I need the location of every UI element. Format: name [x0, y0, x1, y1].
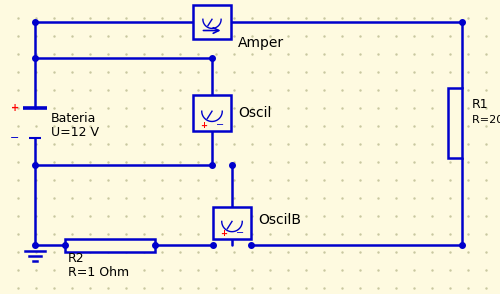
Text: +: +: [200, 121, 207, 129]
Text: R=1 Ohm: R=1 Ohm: [68, 265, 129, 278]
Text: +: +: [220, 228, 227, 238]
Bar: [213, 207, 251, 239]
Text: Bateria: Bateria: [51, 111, 96, 124]
Text: R1: R1: [472, 98, 488, 111]
Text: −: −: [10, 133, 19, 143]
Text: −: −: [236, 228, 244, 238]
Text: Amper: Amper: [238, 36, 284, 50]
Text: U=12 V: U=12 V: [51, 126, 99, 139]
Text: Oscil: Oscil: [238, 106, 272, 120]
Text: R2: R2: [68, 251, 84, 265]
Bar: [65, 238, 155, 251]
Bar: [193, 5, 231, 39]
Bar: [448, 88, 462, 158]
Text: R=2000 Ohm: R=2000 Ohm: [472, 115, 500, 125]
Text: −: −: [216, 120, 224, 130]
Text: +: +: [11, 103, 19, 113]
Text: OscilB: OscilB: [258, 213, 301, 227]
Bar: [193, 95, 231, 131]
